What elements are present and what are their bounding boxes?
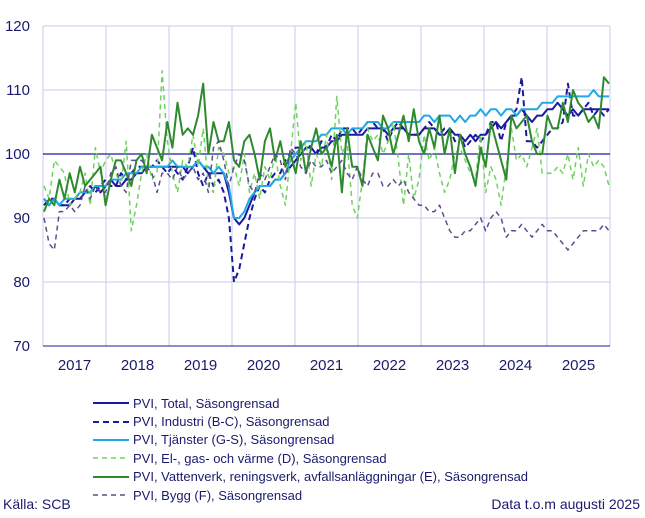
data-note: Data t.o.m augusti 2025 [491,496,640,512]
chart-canvas: 70 80 90 100 110 120 2017 2018 2019 2020 2021 2022… [5,18,611,374]
x-tick-label: 2024 [499,357,532,374]
y-tick-label: 90 [13,210,30,227]
y-tick-label: 80 [13,274,30,291]
legend-label: PVI, Total, Säsongrensad [133,395,280,411]
x-tick-label: 2018 [121,357,154,374]
y-tick-label: 120 [5,18,30,35]
legend-swatch [93,475,129,478]
x-tick-label: 2022 [373,357,406,374]
y-tick-label: 70 [13,338,30,355]
legend-item: PVI, El-, gas- och värme (D), Säsongrens… [93,449,528,467]
x-tick-label: 2025 [562,357,595,374]
source-label: Källa: SCB [3,496,71,512]
series-line-3 [43,70,610,232]
grid-lines [42,25,611,347]
series-line-4 [43,76,610,212]
chart-legend: PVI, Total, Säsongrensad PVI, Industri (B… [93,394,528,504]
legend-item: PVI, Total, Säsongrensad [93,394,528,412]
legend-item: PVI, Vattenverk, reningsverk, avfallsanl… [93,468,528,486]
series-lines [43,70,610,283]
y-axis-ticks: 70 80 90 100 110 120 [5,18,30,355]
y-tick-label: 110 [6,82,30,99]
series-line-5 [43,140,610,251]
x-tick-label: 2017 [58,357,91,374]
x-tick-label: 2019 [184,357,217,374]
x-tick-label: 2023 [436,357,469,374]
legend-item: PVI, Industri (B-C), Säsongrensad [93,412,528,430]
legend-label: PVI, El-, gas- och värme (D), Säsongrens… [133,450,387,466]
legend-swatch [93,402,129,405]
x-tick-label: 2020 [247,357,280,374]
legend-swatch [93,438,129,441]
legend-swatch [93,420,129,423]
x-axis-ticks: 2017 2018 2019 2020 2021 2022 2023 2024 2025 [58,357,595,374]
legend-label: PVI, Bygg (F), Säsongrensad [133,487,303,503]
legend-item: PVI, Tjänster (G-S), Säsongrensad [93,431,528,449]
y-tick-label: 100 [5,146,30,163]
legend-label: PVI, Vattenverk, reningsverk, avfallsanl… [133,469,529,485]
legend-swatch [93,494,129,496]
legend-item: PVI, Bygg (F), Säsongrensad [93,486,528,504]
legend-label: PVI, Tjänster (G-S), Säsongrensad [133,432,335,448]
legend-swatch [93,457,129,460]
legend-label: PVI, Industri (B-C), Säsongrensad [133,414,330,430]
x-tick-label: 2021 [310,357,343,374]
